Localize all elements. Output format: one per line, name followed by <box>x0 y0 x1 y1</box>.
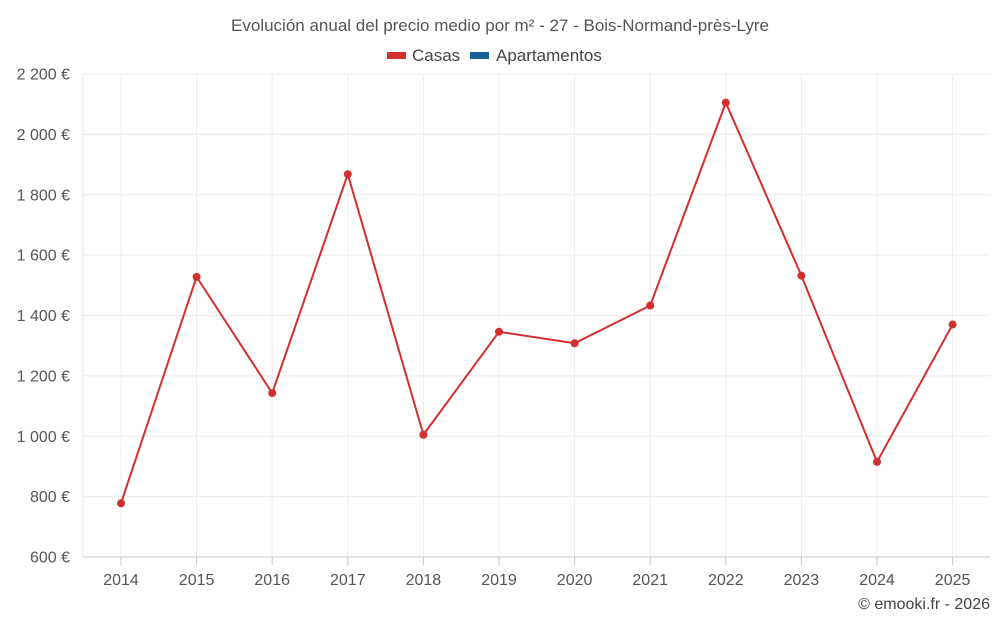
credit-text: © emooki.fr - 2026 <box>858 596 990 613</box>
data-point[interactable] <box>721 98 730 107</box>
data-point[interactable] <box>495 327 503 336</box>
x-tick-label: 2014 <box>103 572 139 589</box>
x-tick-label: 2024 <box>859 572 895 589</box>
data-point[interactable] <box>192 272 201 281</box>
y-tick-label: 800 € <box>30 489 70 506</box>
x-tick-label: 2023 <box>784 572 820 589</box>
grid <box>82 73 990 557</box>
y-tick-label: 1 400 € <box>17 308 70 325</box>
y-tick-label: 600 € <box>30 550 70 567</box>
legend-swatch-casas[interactable] <box>387 52 406 59</box>
data-point[interactable] <box>419 430 428 439</box>
x-tick-label: 2018 <box>406 572 442 589</box>
x-tick-label: 2022 <box>708 572 744 589</box>
x-tick-label: 2020 <box>557 572 593 589</box>
x-axis: 2014 2015 2016 2017 2018 2019 2020 2021 2022 2023… <box>83 556 990 589</box>
data-point[interactable] <box>797 271 806 280</box>
y-tick-label: 2 200 € <box>17 67 70 84</box>
x-tick-label: 2025 <box>935 572 971 589</box>
data-point[interactable] <box>646 301 655 310</box>
y-tick-label: 2 000 € <box>17 127 70 144</box>
legend: Casas Apartamentos <box>387 46 602 65</box>
data-point[interactable] <box>268 389 277 398</box>
series-layer <box>117 98 957 508</box>
legend-label-casas[interactable]: Casas <box>412 46 460 65</box>
data-point[interactable] <box>873 457 881 466</box>
x-tick-label: 2017 <box>330 572 366 589</box>
data-point[interactable] <box>948 320 957 329</box>
x-tick-label: 2021 <box>632 572 668 589</box>
data-point[interactable] <box>343 170 352 179</box>
data-point[interactable] <box>117 499 125 508</box>
x-tick-label: 2019 <box>481 572 517 589</box>
series-line-casas <box>120 101 954 504</box>
legend-label-apartamentos[interactable]: Apartamentos <box>496 46 602 65</box>
legend-swatch-apartamentos[interactable] <box>470 52 489 59</box>
chart-title: Evolución anual del precio medio por m² … <box>231 16 769 35</box>
x-tick-label: 2015 <box>179 572 215 589</box>
y-tick-label: 1 800 € <box>17 187 70 204</box>
y-tick-label: 1 600 € <box>17 248 70 265</box>
y-tick-label: 1 200 € <box>17 368 70 385</box>
y-tick-label: 1 000 € <box>17 429 70 446</box>
data-point[interactable] <box>570 339 579 348</box>
x-tick-label: 2016 <box>254 572 290 589</box>
y-axis: 600 € 800 € 1 000 € 1 200 € 1 400 € 1 600 € 1 … <box>17 67 70 567</box>
